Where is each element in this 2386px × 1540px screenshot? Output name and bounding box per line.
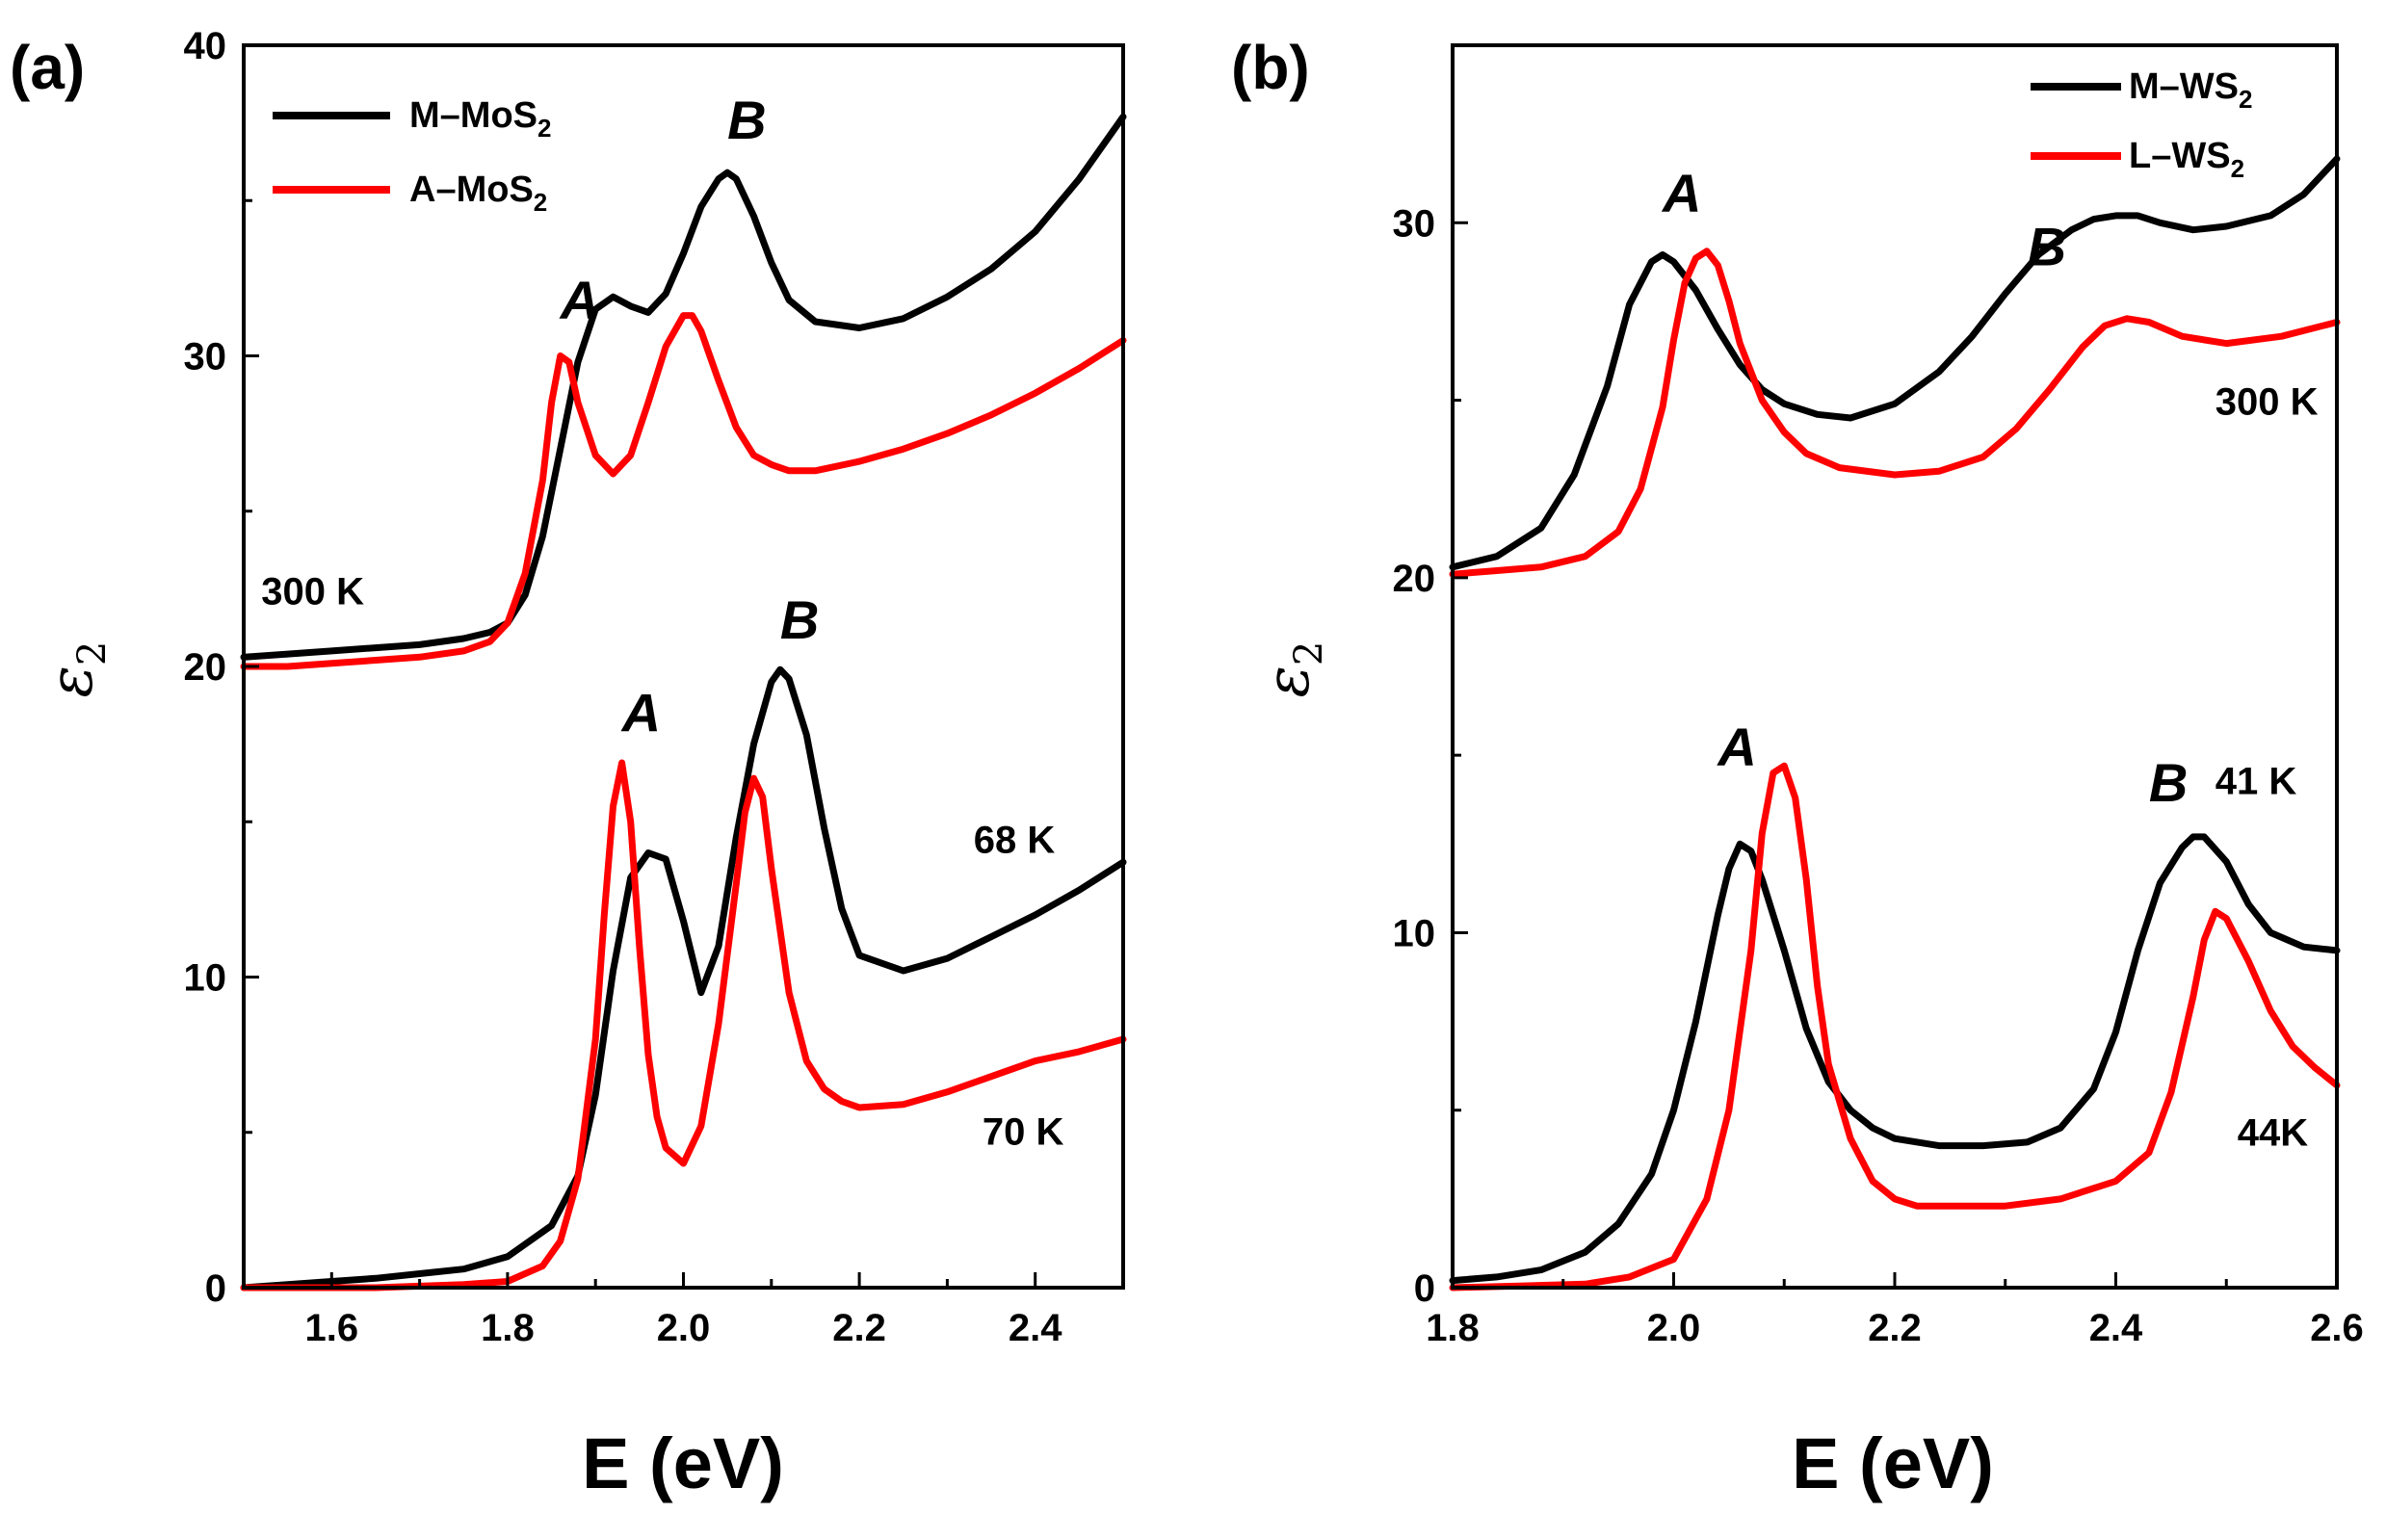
x-tick-label: 2.0 xyxy=(1647,1307,1701,1349)
x-tick-label: 1.6 xyxy=(304,1307,358,1349)
peak-label-b: B xyxy=(727,90,766,150)
legend-label-l-ws2: L–WS2 xyxy=(2129,136,2244,183)
temperature-label: 68 K xyxy=(974,820,1056,862)
x-tick-label: 2.4 xyxy=(2089,1307,2143,1349)
panel-b-legend: M–WS2 L–WS2 xyxy=(2031,66,2252,183)
panel-a-legend: M–MoS2 A–MoS2 xyxy=(273,95,551,217)
panel-a-series xyxy=(240,113,1127,1292)
temperature-label: 44K xyxy=(2238,1112,2308,1155)
x-tick-label: 2.0 xyxy=(657,1307,711,1349)
legend-label-m-mos2: M–MoS2 xyxy=(409,95,551,143)
temperature-label: 300 K xyxy=(261,571,364,613)
panel-b-series xyxy=(1449,155,2341,1292)
peak-label-b: B xyxy=(780,589,819,650)
legend-label-a-mos2: A–MoS2 xyxy=(409,170,547,217)
temperature-label: 41 K xyxy=(2216,761,2297,803)
panel-a-ticks: 1.6 1.8 2.0 2.2 2.4 0 10 20 30 40 xyxy=(184,25,1125,1349)
panel-a-x-axis-title: E (eV) xyxy=(582,1423,784,1503)
series-line-l-ws2-44-k xyxy=(1449,762,2341,1292)
series-line-l-ws2-300-k xyxy=(1449,248,2341,578)
panel-a-annotations: A B A B 300 K 68 K 70 K xyxy=(261,90,1063,1154)
svg-text:ε2: ε2 xyxy=(1252,641,1331,698)
legend-label-m-ws2: M–WS2 xyxy=(2129,66,2252,114)
peak-label-a: A xyxy=(1716,717,1756,777)
panel-a-plot-frame xyxy=(242,43,1125,1290)
peak-label-a: A xyxy=(559,270,599,330)
x-tick-label: 2.6 xyxy=(2310,1307,2364,1349)
y-tick-label: 20 xyxy=(184,646,227,689)
panel-b: 1.8 2.0 2.2 2.4 2.6 0 10 20 30 M–WS2 L–WS2 A B A B 3… xyxy=(1231,33,2364,1503)
series-line-a-mos2-300-k xyxy=(240,312,1127,670)
peak-label-b: B xyxy=(2149,752,2188,813)
x-tick-label: 2.4 xyxy=(1009,1307,1062,1349)
temperature-label: 300 K xyxy=(2216,380,2319,423)
panel-a-y-axis-title: ε2 xyxy=(36,641,115,698)
y-tick-label: 0 xyxy=(205,1267,226,1310)
series-line-a-mos2-70-k xyxy=(240,759,1127,1292)
panel-a: 1.6 1.8 2.0 2.2 2.4 0 10 20 30 40 M–MoS2 A–MoS2 A… xyxy=(10,25,1127,1503)
y-tick-label: 10 xyxy=(184,957,227,1000)
x-tick-label: 1.8 xyxy=(481,1307,535,1349)
y-tick-label: 0 xyxy=(1414,1267,1435,1310)
panel-b-y-axis-subscript: 2 xyxy=(1287,641,1331,666)
series-line-m-mos2-68-k xyxy=(240,666,1127,1292)
y-tick-label: 30 xyxy=(184,336,227,378)
svg-text:ε2: ε2 xyxy=(36,641,115,698)
panel-b-ticks: 1.8 2.0 2.2 2.4 2.6 0 10 20 30 xyxy=(1393,43,2364,1349)
panel-a-y-axis-symbol: ε xyxy=(36,666,106,697)
series-line-m-ws2-41-k xyxy=(1449,833,2341,1285)
panel-b-y-axis-title: ε2 xyxy=(1252,641,1331,698)
x-tick-label: 2.2 xyxy=(832,1307,886,1349)
panel-a-label: (a) xyxy=(10,33,85,102)
x-tick-label: 2.2 xyxy=(1868,1307,1922,1349)
panel-a-y-axis-subscript: 2 xyxy=(70,641,115,666)
y-tick-label: 30 xyxy=(1393,202,1436,245)
panel-b-x-axis-title: E (eV) xyxy=(1792,1423,1994,1503)
panel-b-label: (b) xyxy=(1231,33,1310,102)
peak-label-a: A xyxy=(1661,163,1701,223)
panel-b-annotations: A B A B 300 K 41 K 44K xyxy=(1661,163,2319,1154)
temperature-label: 70 K xyxy=(983,1111,1064,1154)
series-line-m-ws2-300-k xyxy=(1449,155,2341,571)
peak-label-a: A xyxy=(620,683,661,744)
y-tick-label: 20 xyxy=(1393,558,1436,600)
y-tick-label: 10 xyxy=(1393,912,1436,954)
peak-label-b: B xyxy=(2028,217,2066,277)
x-tick-label: 1.8 xyxy=(1426,1307,1480,1349)
series-line-m-mos2-300-k xyxy=(240,113,1127,661)
panel-b-y-axis-symbol: ε xyxy=(1252,666,1323,697)
y-tick-label: 40 xyxy=(184,25,227,67)
